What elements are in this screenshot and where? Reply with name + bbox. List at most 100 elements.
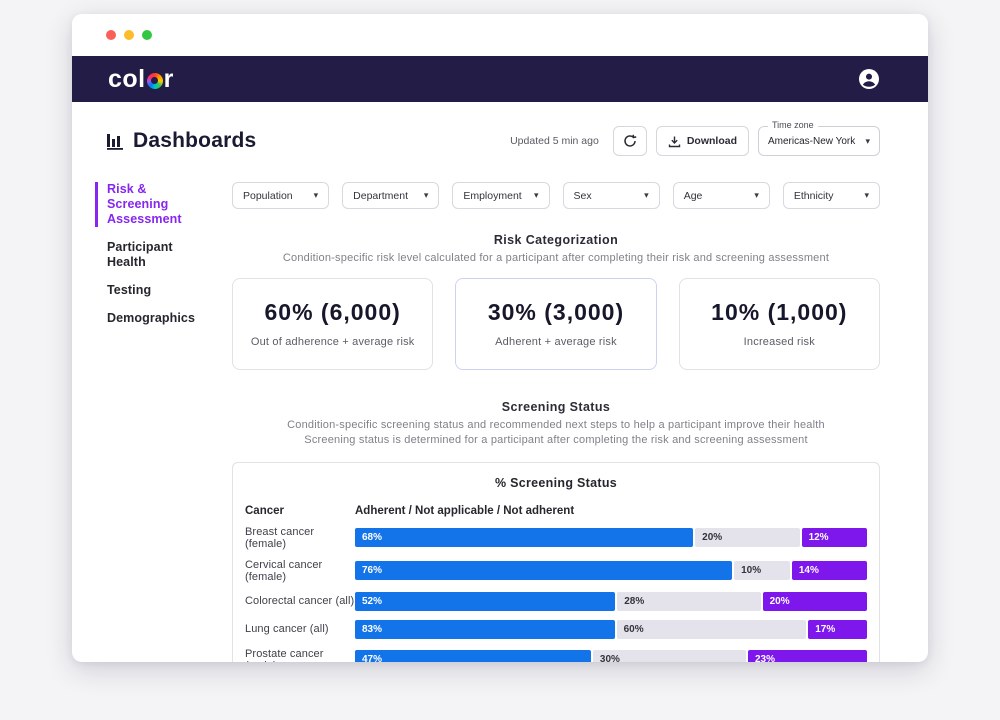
risk-card-value: 30% (3,000) xyxy=(487,299,625,326)
chevron-down-icon: ▾ xyxy=(644,190,649,200)
toolbar-controls: Updated 5 min ago Download Time zone Ame… xyxy=(510,120,880,156)
stacked-bar: 83% 60% 17% xyxy=(355,619,867,639)
bar-segment-not-applicable: 30% xyxy=(592,650,746,662)
table-row: Cervical cancer (female) 76% 10% 14% xyxy=(245,558,868,583)
window-minimize-icon[interactable] xyxy=(124,30,134,40)
bar-segment-not-applicable: 28% xyxy=(617,591,761,611)
sidebar: Risk & Screening Assessment Participant … xyxy=(72,182,232,662)
screening-section-title: Screening Status xyxy=(501,399,611,414)
screening-section-subtitle: Condition-specific screening status and … xyxy=(232,418,880,448)
chevron-down-icon: ▾ xyxy=(533,190,539,200)
page-title: Dashboards xyxy=(105,129,256,153)
chevron-down-icon: ▾ xyxy=(313,190,319,200)
dashboard-body: Risk & Screening Assessment Participant … xyxy=(72,182,928,662)
bar-segment-not-adherent: 23% xyxy=(747,650,867,662)
row-label: Lung cancer (all) xyxy=(245,623,329,636)
row-label: Colorectal cancer (all) xyxy=(245,595,355,608)
bar-segment-not-adherent: 17% xyxy=(808,619,867,639)
stacked-bar: 52% 28% 20% xyxy=(355,591,867,611)
risk-section-title: Risk Categorization xyxy=(493,233,619,247)
filter-age[interactable]: Age ▾ xyxy=(672,182,770,209)
table-row: Colorectal cancer (all) 52% 28% 20% xyxy=(245,591,867,611)
app-window: col r Dashboards Updated 5 min ago xyxy=(72,14,928,662)
chevron-down-icon: ▾ xyxy=(865,135,870,146)
bar-segment-not-applicable: 10% xyxy=(734,561,790,581)
chart-header-cancer: Cancer xyxy=(245,504,284,517)
row-label: Breast cancer (female) xyxy=(245,525,315,550)
logo-text-after: r xyxy=(163,64,174,93)
chart-column-headers: Cancer Adherent / Not applicable / Not a… xyxy=(245,505,867,517)
page-title-label: Dashboards xyxy=(133,129,257,152)
bar-segment-not-adherent: 14% xyxy=(791,561,868,581)
user-avatar-button[interactable] xyxy=(858,68,880,90)
risk-card-value: 10% (1,000) xyxy=(711,299,848,326)
stacked-bar: 76% 10% 14% xyxy=(355,561,868,581)
window-titlebar xyxy=(72,14,928,56)
main-content: Population ▾ Department ▾ Employment ▾ Sex ▾… xyxy=(232,182,928,662)
chart-title: % Screening Status xyxy=(494,475,618,490)
row-label: Cervical cancer (female) xyxy=(245,558,323,583)
stacked-bar: 68% 20% 12% xyxy=(355,528,867,548)
row-label: Prostate cancer (male) xyxy=(245,647,324,662)
screening-section-header: Screening Status Condition-specific scre… xyxy=(232,400,880,448)
window-close-icon[interactable] xyxy=(106,30,116,40)
bar-segment-adherent: 83% xyxy=(355,619,615,639)
table-row: Breast cancer (female) 68% 20% 12% xyxy=(245,526,867,550)
sidebar-item-testing[interactable]: Testing xyxy=(107,283,152,297)
stacked-bar: 47% 30% 23% xyxy=(355,650,867,662)
user-avatar-icon xyxy=(859,69,879,89)
download-icon xyxy=(668,136,681,147)
filter-population[interactable]: Population ▾ xyxy=(232,182,330,209)
risk-card-label: Adherent + average risk xyxy=(495,336,617,349)
top-navbar: col r xyxy=(72,56,928,102)
risk-card-value: 60% (6,000) xyxy=(264,299,401,326)
refresh-icon xyxy=(624,134,637,147)
bar-chart-icon xyxy=(107,134,123,150)
bar-segment-adherent: 68% xyxy=(355,528,694,548)
risk-card-label: Increased risk xyxy=(743,336,815,349)
bar-segment-not-applicable: 60% xyxy=(616,619,807,639)
filter-sex[interactable]: Sex ▾ xyxy=(562,182,660,209)
timezone-select[interactable]: Time zone Americas-New York ▾ xyxy=(758,120,880,156)
risk-card-increased-risk: 10% (1,000) Increased risk xyxy=(678,277,880,370)
filter-department[interactable]: Department ▾ xyxy=(342,182,440,209)
logo-text-before: col xyxy=(108,64,146,93)
timezone-value: Americas-New York xyxy=(768,135,856,147)
color-logo: col r xyxy=(108,64,174,93)
risk-section-header: Risk Categorization Condition-specific r… xyxy=(232,233,880,266)
window-zoom-icon[interactable] xyxy=(142,30,152,40)
refresh-button[interactable] xyxy=(612,126,647,156)
bar-segment-adherent: 47% xyxy=(355,650,591,662)
chevron-down-icon: ▾ xyxy=(864,190,870,200)
chart-header-series-legend: Adherent / Not applicable / Not adherent xyxy=(355,504,575,517)
bar-segment-adherent: 52% xyxy=(355,591,616,611)
bar-segment-not-adherent: 20% xyxy=(762,591,867,611)
filter-ethnicity[interactable]: Ethnicity ▾ xyxy=(782,182,881,209)
download-button[interactable]: Download xyxy=(655,126,749,156)
filter-bar: Population ▾ Department ▾ Employment ▾ Sex ▾… xyxy=(232,182,881,209)
table-row: Lung cancer (all) 83% 60% 17% xyxy=(245,619,867,639)
download-label: Download xyxy=(686,135,737,147)
risk-card-label: Out of adherence + average risk xyxy=(250,336,415,349)
screening-subtitle-line1: Condition-specific screening status and … xyxy=(287,418,825,431)
bar-segment-not-adherent: 12% xyxy=(801,528,867,548)
chevron-down-icon: ▾ xyxy=(754,190,759,200)
bar-segment-adherent: 76% xyxy=(355,561,733,581)
bar-segment-not-applicable: 20% xyxy=(695,528,800,548)
table-row: Prostate cancer (male) 47% 30% 23% xyxy=(245,648,867,662)
risk-cards-row: 60% (6,000) Out of adherence + average r… xyxy=(232,277,880,370)
risk-card-out-of-adherence: 60% (6,000) Out of adherence + average r… xyxy=(232,277,434,370)
timezone-label: Time zone xyxy=(768,120,818,130)
color-wheel-icon xyxy=(146,72,163,89)
updated-timestamp: Updated 5 min ago xyxy=(510,135,599,147)
risk-card-adherent: 30% (3,000) Adherent + average risk xyxy=(455,277,657,370)
screening-subtitle-line2: Screening status is determined for a par… xyxy=(304,433,808,446)
filter-employment[interactable]: Employment ▾ xyxy=(452,182,550,209)
sidebar-item-participant-health[interactable]: Participant Health xyxy=(107,240,173,269)
dashboard-toolbar: Dashboards Updated 5 min ago Download Ti… xyxy=(105,120,880,156)
chevron-down-icon: ▾ xyxy=(423,190,429,200)
sidebar-item-risk-screening-assessment[interactable]: Risk & Screening Assessment xyxy=(95,182,211,227)
screening-status-chart-card: % Screening Status Cancer Adherent / Not… xyxy=(232,461,880,662)
sidebar-item-demographics[interactable]: Demographics xyxy=(107,311,196,325)
risk-section-subtitle: Condition-specific risk level calculated… xyxy=(282,252,830,264)
